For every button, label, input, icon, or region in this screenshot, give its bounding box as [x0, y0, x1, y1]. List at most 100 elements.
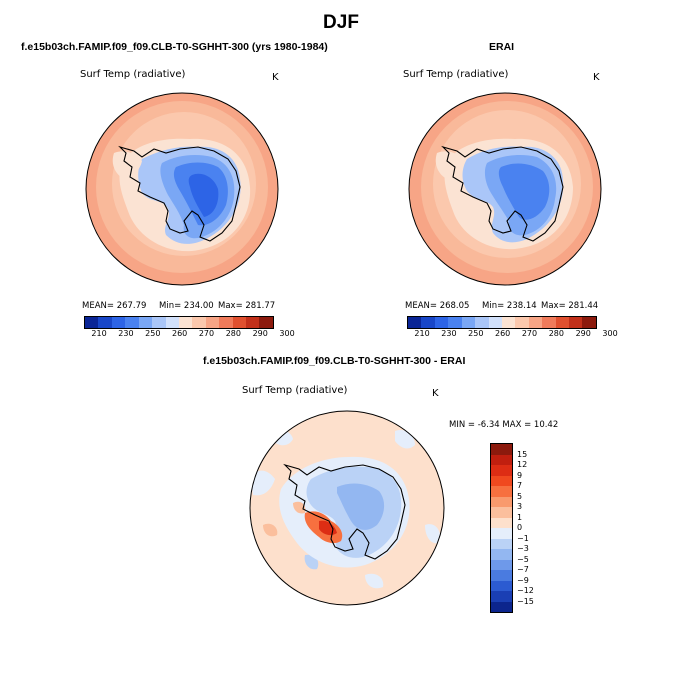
colorbar-swatch	[434, 317, 449, 328]
colorbar-tick-label: 270	[521, 329, 538, 338]
map-boundary	[408, 92, 602, 286]
colorbar-swatch	[232, 317, 247, 328]
antarctica-diff-interior	[337, 483, 385, 530]
colorbar-tick-label: 300	[279, 329, 295, 338]
coastline	[441, 145, 564, 242]
field-label: Surf Temp (radiative)	[80, 69, 186, 80]
colorbar-tick-label: 260	[172, 329, 188, 338]
coastline	[118, 145, 241, 242]
peninsula-shelf	[435, 151, 465, 179]
colorbar-swatch	[488, 317, 502, 328]
coastline	[283, 463, 406, 560]
colorbar-swatch	[582, 317, 596, 328]
colorbar-swatch	[491, 549, 512, 560]
neg-patch	[425, 524, 441, 544]
units-label: K	[593, 72, 600, 83]
colorbar-tick-label: 9	[517, 470, 523, 480]
stat-min: Min= 238.14	[482, 301, 537, 311]
colorbar-swatch	[98, 317, 112, 328]
colorbar-tick-label: −3	[517, 544, 529, 553]
polar-map-erai	[408, 92, 602, 286]
map-panel-model: Surf Temp (radiative) K MEAN= 267.79 Min…	[80, 68, 295, 343]
neg-patch	[365, 573, 384, 589]
polar-map-model	[85, 92, 279, 286]
colorbar-tick-label: −7	[517, 565, 529, 574]
panel-title-erai: ERAI	[489, 41, 515, 53]
field-label: Surf Temp (radiative)	[242, 385, 348, 396]
pos-patch	[263, 523, 278, 537]
page-title: DJF	[323, 12, 359, 33]
colorbar-swatch	[569, 317, 583, 328]
colorbar-tick-label: 290	[575, 329, 591, 338]
stat-mean: MEAN= 268.05	[405, 301, 470, 311]
colorbar-swatch	[85, 317, 99, 328]
polar-map-difference	[249, 410, 445, 606]
colorbar-model	[84, 316, 274, 329]
colorbar-swatch	[448, 317, 462, 328]
antarctica-inner	[498, 163, 550, 220]
colorbar-tick-label: −15	[517, 596, 534, 606]
colorbar-tick-label: 250	[145, 329, 161, 338]
colorbar-tick-label: 210	[91, 329, 107, 338]
colorbar-tick-label: 12	[517, 460, 528, 469]
panel-title-difference: f.e15b03ch.FAMIP.f09_f09.CLB-T0-SGHHT-30…	[203, 355, 466, 367]
colorbar-tick-label: 7	[517, 481, 523, 490]
colorbar-swatch	[219, 317, 233, 328]
colorbar-swatch	[491, 591, 512, 602]
colorbar-swatch	[461, 317, 476, 328]
colorbar-tick-label: 5	[517, 491, 523, 501]
colorbar-tick-label: 250	[468, 329, 484, 338]
peninsula-shelf	[112, 151, 142, 179]
colorbar-swatch	[259, 317, 273, 328]
colorbar-swatch	[491, 517, 512, 528]
colorbar-tick-label: 0	[517, 523, 523, 532]
colorbar-swatch	[491, 496, 512, 507]
colorbar-swatch	[421, 317, 435, 328]
colorbar-erai	[407, 316, 597, 329]
colorbar-swatch	[542, 317, 556, 328]
warm-anomaly-edge	[293, 501, 306, 514]
colorbar-swatch	[491, 528, 512, 539]
colorbar-swatch	[528, 317, 543, 328]
colorbar-swatch	[246, 317, 260, 328]
colorbar-swatch	[491, 444, 512, 455]
map-boundary	[249, 410, 445, 606]
colorbar-swatch	[205, 317, 220, 328]
units-label: K	[272, 72, 279, 83]
colorbar-swatch	[111, 317, 126, 328]
colorbar-swatch	[491, 580, 512, 591]
colorbar-tick-label: 15	[517, 449, 528, 459]
colorbar-tick-label: −5	[517, 554, 529, 564]
neg-patch	[251, 470, 275, 496]
colorbar-labels-difference: 15 12 9 7 5 3 1 0 −1 −3 −5 −7 −9 −12 −15	[517, 443, 557, 613]
colorbar-swatch	[491, 601, 512, 612]
stat-min: Min= 234.00	[159, 301, 214, 311]
colorbar-swatch	[491, 538, 512, 549]
stat-mean: MEAN= 267.79	[82, 301, 147, 311]
colorbar-swatch	[501, 317, 516, 328]
colorbar-tick-label: 260	[495, 329, 511, 338]
colorbar-swatch	[555, 317, 570, 328]
colorbar-swatch	[165, 317, 179, 328]
antarctic-plateau	[188, 173, 219, 217]
colorbar-tick-label: −1	[517, 533, 529, 543]
colorbar-tick-label: 290	[252, 329, 268, 338]
map-boundary	[85, 92, 279, 286]
field-label: Surf Temp (radiative)	[403, 69, 509, 80]
stat-minmax: MIN = -6.34 MAX = 10.42	[449, 420, 559, 430]
colorbar-swatch	[138, 317, 153, 328]
colorbar-tick-label: 210	[414, 329, 430, 338]
colorbar-swatch	[491, 465, 512, 476]
colorbar-swatch	[152, 317, 166, 328]
colorbar-labels-model: 210 230 250 260 270 280 290 300	[84, 329, 294, 339]
colorbar-tick-label: −12	[517, 586, 534, 595]
map-panel-erai: Surf Temp (radiative) K MEAN= 268.05 Min…	[403, 68, 618, 343]
colorbar-tick-label: −9	[517, 575, 529, 585]
colorbar-difference	[490, 443, 513, 613]
stat-max: Max= 281.44	[541, 301, 599, 311]
colorbar-swatch	[192, 317, 206, 328]
panel-title-model: f.e15b03ch.FAMIP.f09_f09.CLB-T0-SGHHT-30…	[21, 41, 328, 53]
colorbar-tick-label: 300	[602, 329, 618, 338]
stat-max: Max= 281.77	[218, 301, 276, 311]
colorbar-swatch	[178, 317, 193, 328]
